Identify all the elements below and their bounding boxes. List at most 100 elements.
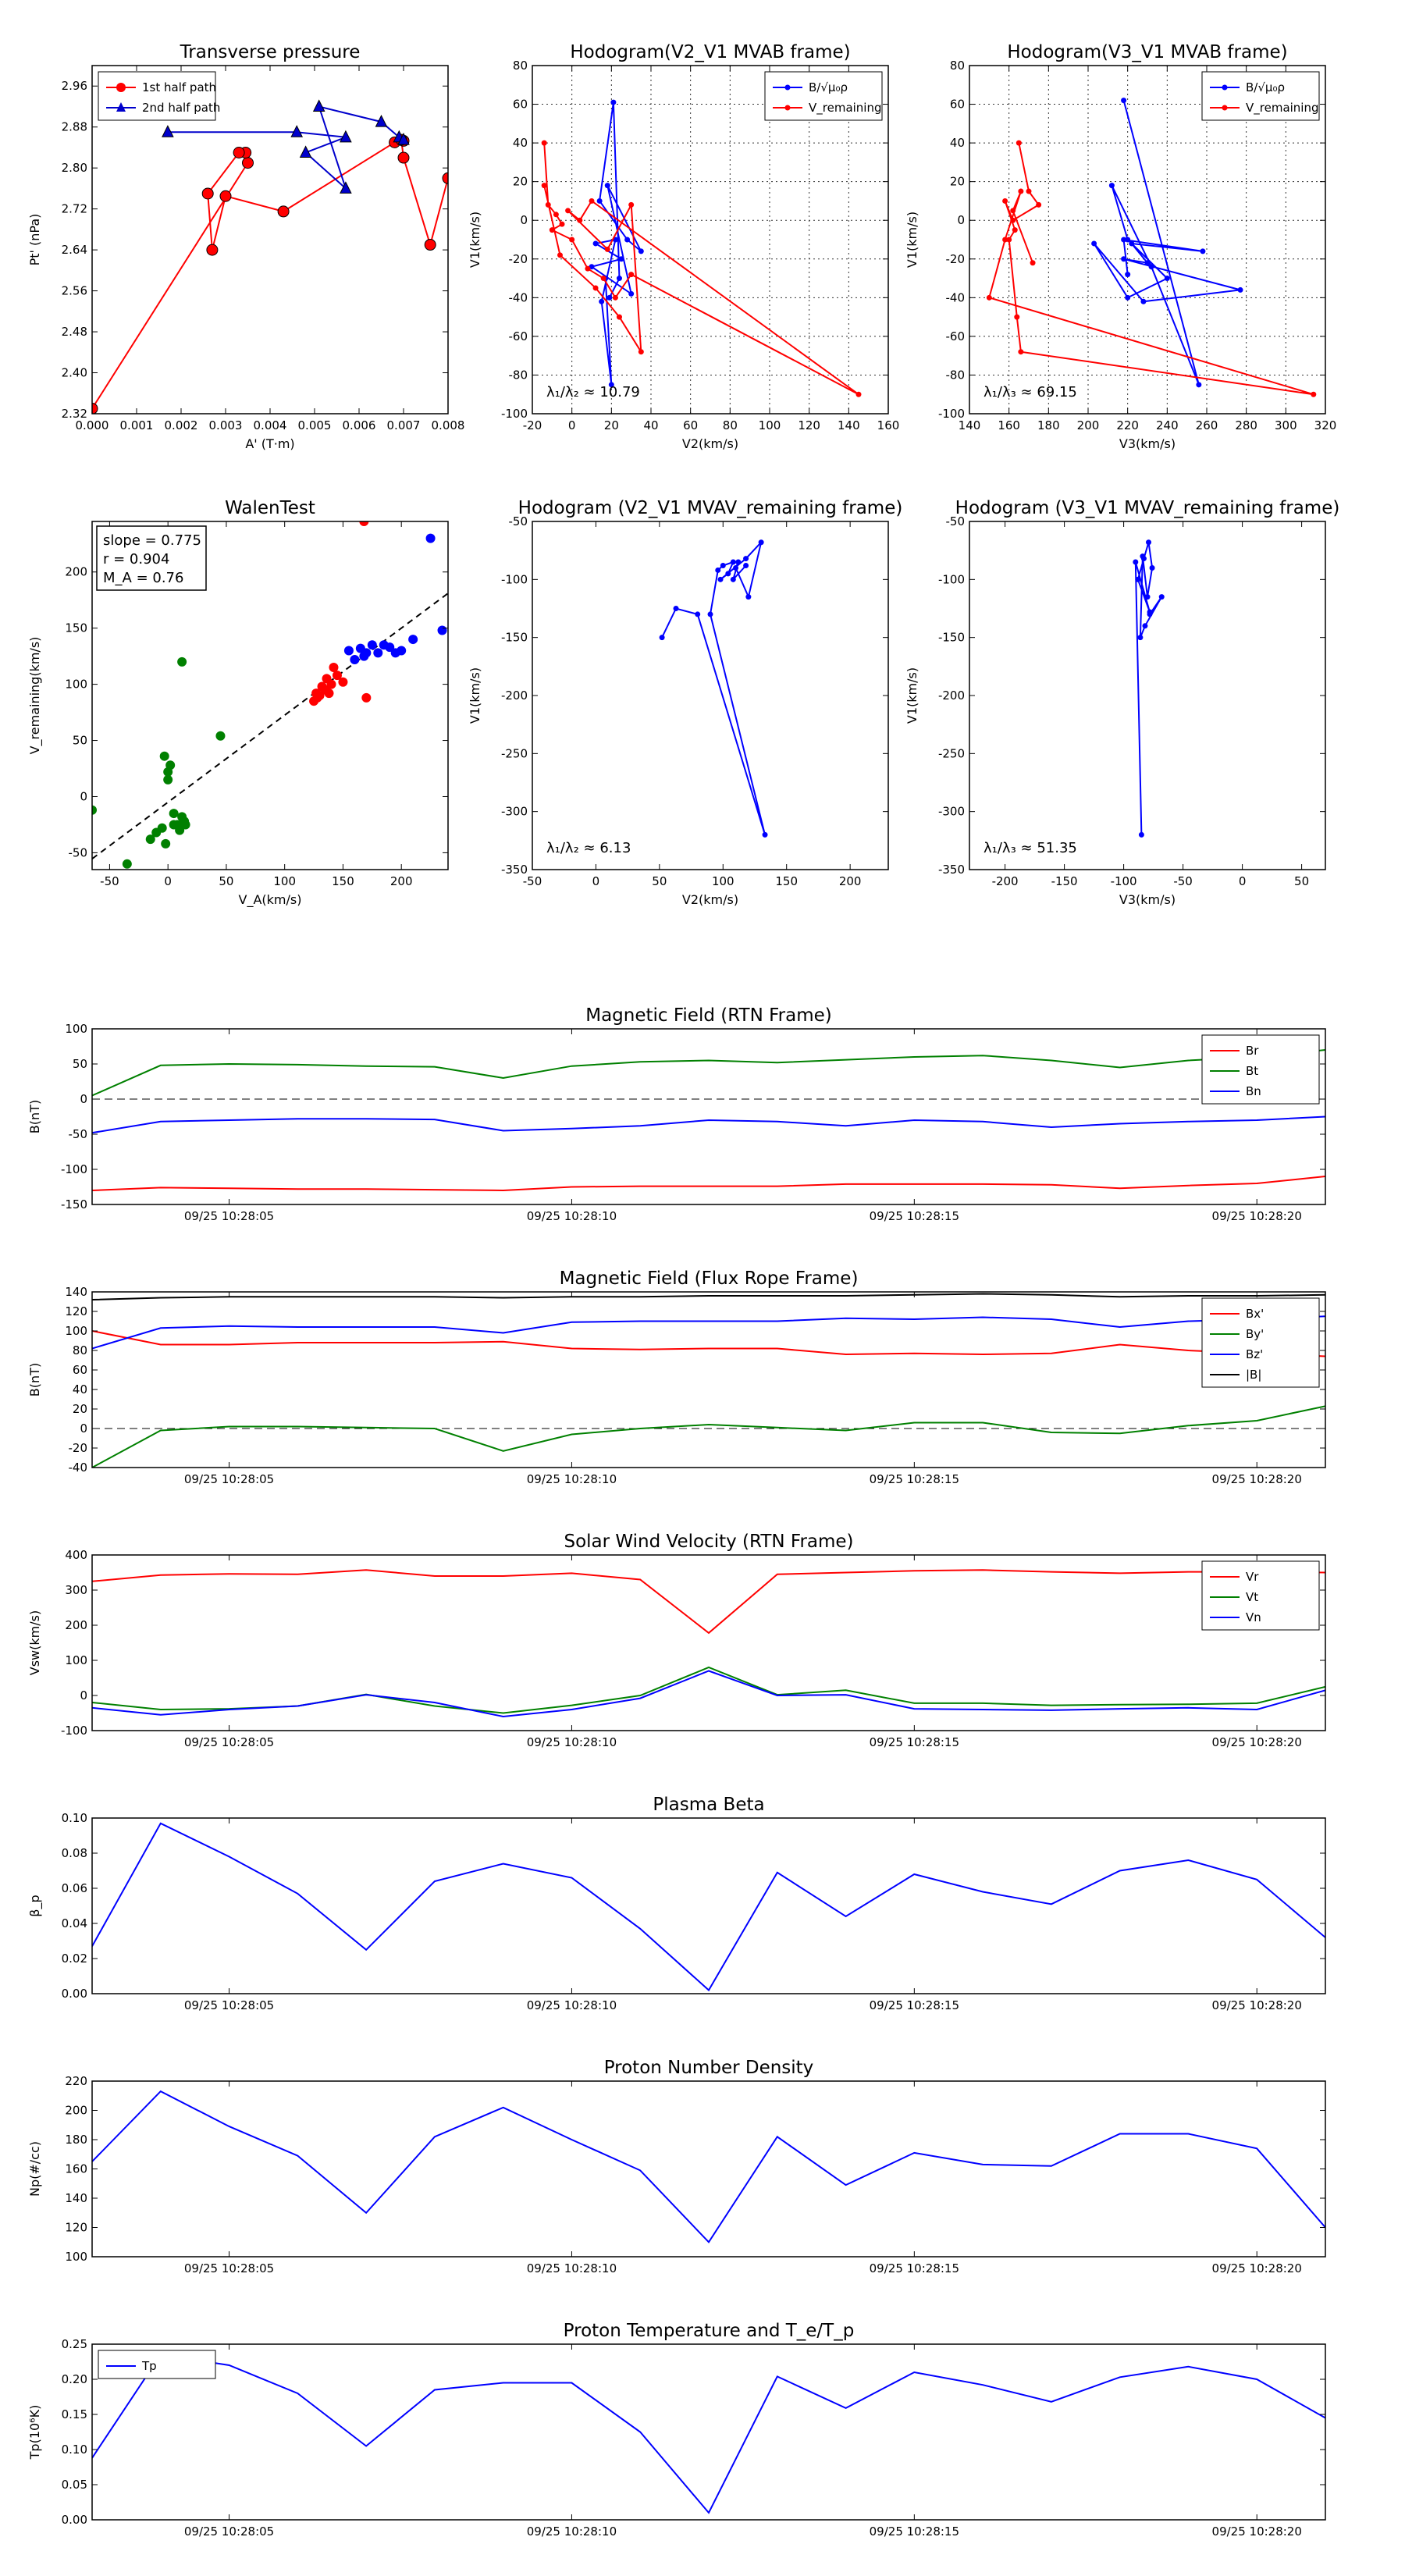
data-point — [986, 294, 992, 301]
y-tick-label: 80 — [73, 1343, 87, 1357]
y-tick-label: -350 — [938, 863, 965, 877]
data-point — [569, 237, 575, 243]
data-point — [175, 825, 185, 835]
data-point — [219, 190, 232, 202]
x-tick-label: -50 — [1173, 874, 1193, 888]
data-point — [1140, 553, 1146, 560]
data-point — [1036, 201, 1042, 208]
y-tick-label: 20 — [513, 175, 528, 189]
y-axis-label: β_p — [27, 1895, 43, 1916]
x-tick-label: 120 — [798, 418, 820, 432]
chart-walen: -50 0 50 100 150 200 -50 0 50 100 150 200 WalenTest V… — [27, 498, 449, 908]
y-axis-label: Pt' (nPa) — [27, 214, 42, 266]
data-point — [437, 625, 447, 635]
data-point — [762, 831, 768, 838]
fit-line — [91, 592, 449, 859]
legend-label: 2nd half path — [142, 101, 220, 115]
y-tick-label: 50 — [73, 734, 87, 748]
x-tick-label: 0 — [1239, 874, 1247, 888]
y-tick-label: 2.80 — [62, 161, 87, 175]
annotation: λ₁/λ₃ ≈ 69.15 — [984, 384, 1077, 400]
data-point — [1135, 576, 1141, 582]
data-point — [616, 314, 622, 320]
legend-marker — [784, 105, 791, 111]
data-point — [673, 606, 679, 611]
y-tick-label: -250 — [501, 746, 528, 760]
chart-mag_fr: 09/25 10:28:05 09/25 10:28:10 09/25 10:28:… — [27, 1268, 1326, 1486]
y-tick-label: -60 — [509, 329, 528, 343]
series-line-Tp — [92, 2354, 1325, 2514]
data-point — [604, 183, 610, 189]
legend-marker — [116, 83, 126, 92]
data-point — [324, 688, 334, 699]
x-tick-label: 09/25 10:28:20 — [1212, 1209, 1302, 1223]
axes-frame — [91, 2343, 1326, 2521]
plot-area — [92, 2090, 1325, 2243]
chart-h2: 140 160 180 200 220 240 260 280 300 320-100-80-60… — [905, 42, 1336, 451]
y-axis-label: Np(#/cc) — [27, 2141, 42, 2197]
y-tick-label: 200 — [65, 565, 87, 579]
data-point — [855, 391, 862, 397]
x-tick-label: 09/25 10:28:15 — [870, 1735, 959, 1749]
plot-area — [92, 521, 447, 869]
y-tick-label: -150 — [61, 1197, 87, 1212]
series-line-Bx' — [92, 1330, 1325, 1357]
y-tick-label: 60 — [73, 1363, 87, 1377]
legend-marker — [1222, 105, 1228, 111]
plot-area — [541, 99, 862, 397]
x-tick-label: 09/25 10:28:10 — [527, 1735, 617, 1749]
chart-title: Proton Number Density — [604, 2058, 814, 2078]
y-tick-label: 2.64 — [62, 243, 87, 257]
y-axis-label: V1(km/s) — [905, 212, 919, 268]
data-point — [169, 809, 179, 819]
data-point — [177, 656, 187, 667]
stats-line: M_A = 0.76 — [103, 570, 183, 586]
axes-frame — [91, 521, 449, 870]
x-tick-label: 09/25 10:28:20 — [1212, 1998, 1302, 2012]
data-point — [1200, 248, 1206, 254]
x-axis-label: V_A(km/s) — [239, 892, 302, 908]
y-tick-label: -40 — [509, 290, 528, 304]
series-line-Vn — [92, 1670, 1325, 1718]
x-tick-label: 0.004 — [254, 418, 287, 432]
data-point — [290, 125, 304, 137]
y-tick-label: 180 — [65, 2133, 87, 2147]
y-tick-label: 2.72 — [62, 202, 87, 216]
x-tick-label: 09/25 10:28:10 — [527, 1209, 617, 1223]
data-point — [1140, 298, 1147, 304]
x-tick-label: 140 — [838, 418, 860, 432]
y-tick-label: 220 — [65, 2074, 87, 2088]
legend-label: Br — [1246, 1044, 1259, 1058]
series-line-By' — [92, 1405, 1325, 1468]
y-axis-label: Vsw(km/s) — [27, 1610, 42, 1675]
data-point — [277, 205, 290, 218]
data-point — [618, 256, 624, 262]
data-point — [359, 521, 369, 526]
y-tick-label: 2.96 — [62, 79, 87, 93]
x-tick-label: 09/25 10:28:15 — [870, 1209, 959, 1223]
data-point — [565, 208, 571, 214]
y-tick-label: 2.32 — [62, 407, 87, 421]
x-tick-label: -100 — [1111, 874, 1137, 888]
y-tick-label: 0.15 — [62, 2407, 87, 2421]
x-tick-label: 0 — [568, 418, 576, 432]
stats-line: r = 0.904 — [103, 551, 169, 568]
legend-label: B/√μ₀ρ — [809, 80, 848, 94]
x-tick-label: 180 — [1037, 418, 1060, 432]
data-point — [122, 859, 132, 869]
x-axis-label: V2(km/s) — [682, 436, 738, 451]
data-point — [359, 651, 369, 661]
y-tick-label: 60 — [950, 98, 965, 112]
x-tick-label: 320 — [1314, 418, 1337, 432]
x-axis-label: V3(km/s) — [1119, 892, 1176, 907]
y-tick-label: -20 — [946, 252, 966, 266]
x-tick-label: -200 — [992, 874, 1019, 888]
plot-area — [92, 1049, 1325, 1192]
data-point — [165, 760, 176, 770]
data-point — [1138, 831, 1144, 838]
data-point — [317, 681, 327, 692]
y-tick-label: -100 — [61, 1162, 87, 1176]
chart-temp: 09/25 10:28:05 09/25 10:28:10 09/25 10:28:… — [27, 2321, 1326, 2539]
y-tick-label: 160 — [65, 2162, 87, 2176]
data-point — [1164, 276, 1170, 282]
